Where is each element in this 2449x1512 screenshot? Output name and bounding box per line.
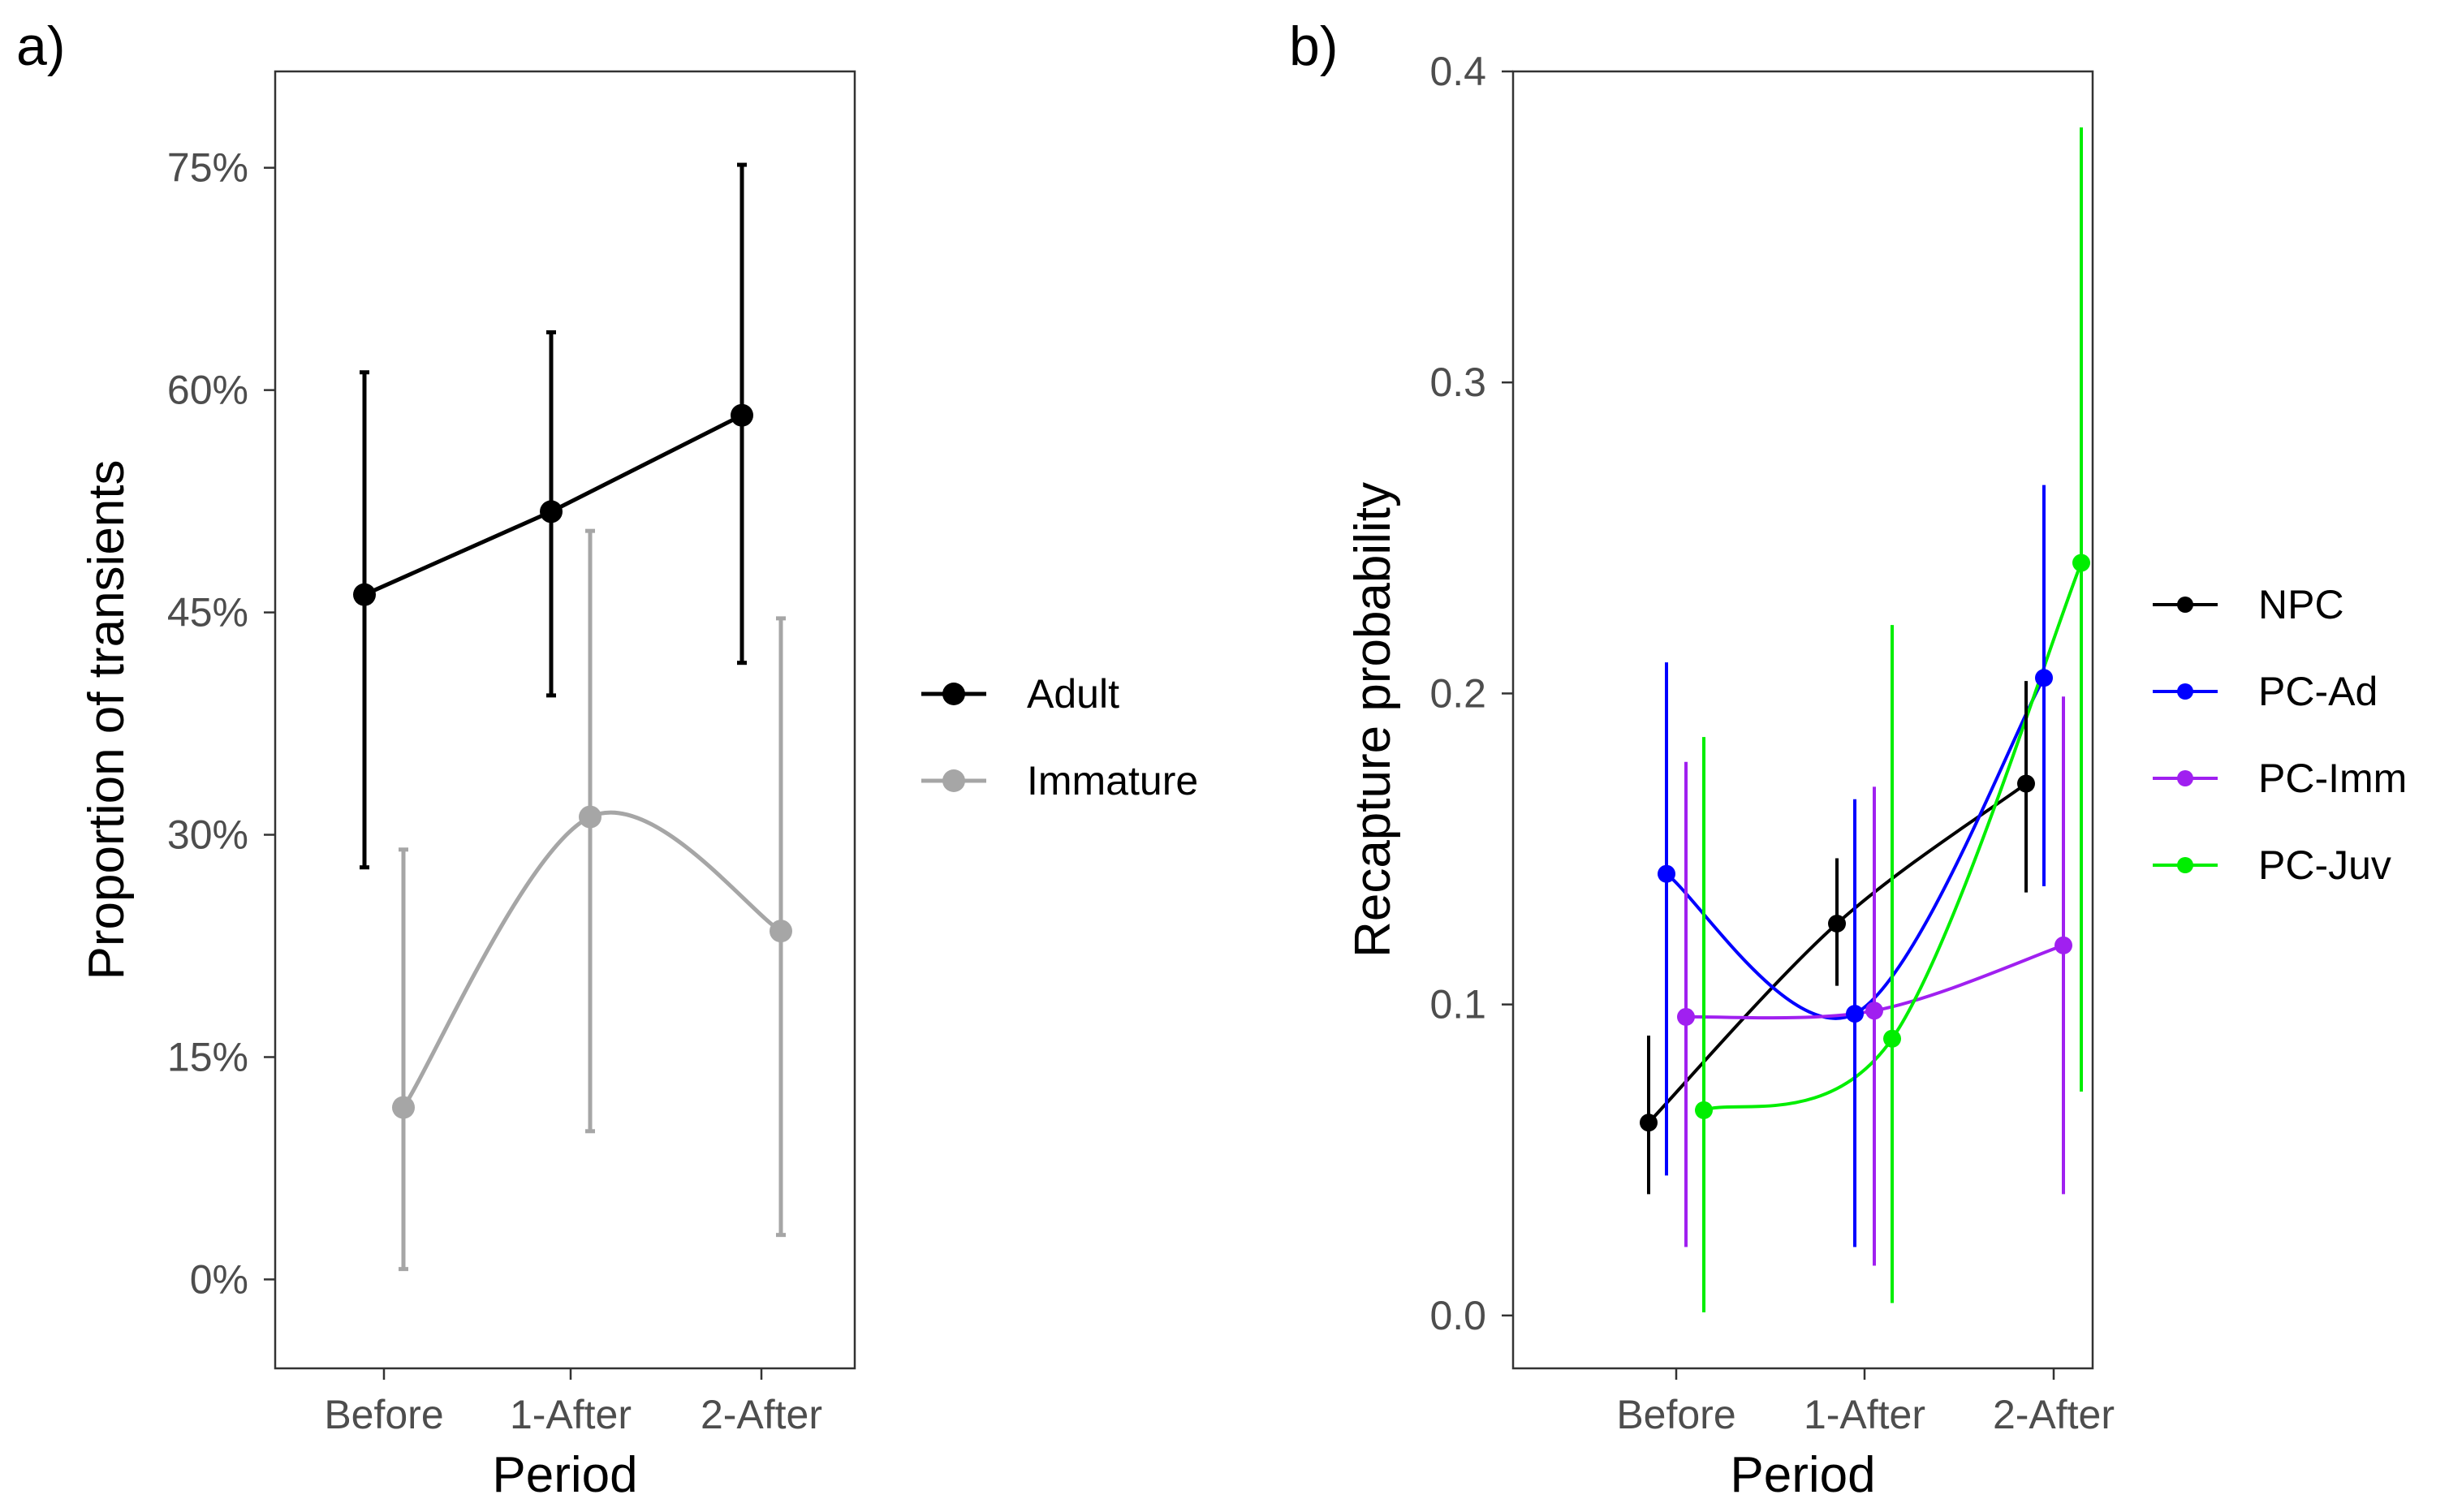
panel-b-y-axis: 0.0 0.1 0.2 0.3 0.4: [1429, 49, 1513, 1338]
panel-a-x-axis-title: Period: [492, 1447, 637, 1503]
data-point-npc: [1640, 1114, 1658, 1132]
legend-label-pc-ad: PC-Ad: [2258, 669, 2378, 714]
data-point-pc-juv: [1883, 1029, 1901, 1048]
data-point-adult: [540, 500, 563, 523]
legend-key-point-adult: [942, 683, 965, 705]
legend-item-pc-juv: PC-Juv: [2153, 842, 2391, 888]
panel-a-points: [353, 403, 792, 1119]
panel-b-ytick-label: 0.1: [1429, 982, 1486, 1027]
panel-a-error-bars: [360, 162, 786, 1272]
panel-a-ytick-label: 15%: [167, 1034, 248, 1079]
panel-b-x-axis-title: Period: [1730, 1447, 1875, 1503]
panel-b-xtick-label: Before: [1616, 1392, 1735, 1437]
legend-label-pc-juv: PC-Juv: [2258, 842, 2391, 888]
panel-a-marks: [353, 162, 792, 1272]
panel-b-xtick-label: 2-After: [1993, 1392, 2115, 1437]
panel-b-points: [1640, 554, 2090, 1132]
legend-key-point-pc-imm: [2177, 770, 2193, 786]
panel-a-ytick-label: 0%: [190, 1256, 248, 1302]
panel-b-ytick-label: 0.0: [1429, 1293, 1486, 1338]
panel-b-ytick-label: 0.4: [1429, 49, 1486, 94]
data-point-pc-imm: [1677, 1007, 1695, 1026]
panel-a-y-axis: 0% 15% 30% 45% 60% 75%: [167, 145, 275, 1302]
panel-b-plot-border: [1511, 70, 2094, 1370]
legend-item-pc-imm: PC-Imm: [2153, 756, 2407, 801]
panel-a-x-axis: Before 1-After 2-After: [324, 1368, 822, 1437]
panel-a-label: a): [16, 15, 65, 77]
panel-a-ytick-label: 75%: [167, 145, 248, 191]
legend-item-adult: Adult: [921, 671, 1119, 717]
data-point-pc-ad: [1658, 864, 1675, 883]
panel-b-y-axis-title: Recapture probability: [1345, 482, 1401, 958]
data-point-pc-imm: [2054, 936, 2072, 954]
panel-a-xtick-label: Before: [324, 1392, 443, 1437]
panel-b-legend: NPC PC-Ad PC-Imm PC-Juv: [2153, 582, 2407, 888]
data-point-immature: [770, 920, 792, 943]
legend-label-immature: Immature: [1027, 758, 1198, 803]
panel-a-lines: [363, 413, 783, 1109]
panel-b-ytick-label: 0.2: [1429, 670, 1486, 716]
panel-b-xtick-label: 1-After: [1804, 1392, 1925, 1437]
panel-a-ytick-label: 45%: [167, 590, 248, 635]
panel-a-xtick-label: 2-After: [701, 1392, 822, 1437]
panel-a-ytick-label: 30%: [167, 812, 248, 858]
data-point-adult: [731, 403, 753, 427]
data-point-immature: [392, 1096, 415, 1119]
data-point-pc-ad: [1846, 1005, 1864, 1023]
panel-b-marks: [1640, 127, 2090, 1313]
legend-item-pc-ad: PC-Ad: [2153, 669, 2378, 714]
panel-b-label: b): [1289, 15, 1338, 77]
panel-b: b) 0.0 0.1 0.2 0.3 0.4 Before 1-After 2-…: [1289, 15, 2407, 1503]
panel-a-xtick-label: 1-After: [510, 1392, 632, 1437]
panel-b-x-axis: Before 1-After 2-After: [1616, 1368, 2115, 1437]
panel-a: a) 0% 15% 30% 45% 60% 75% Before 1-After…: [16, 15, 1198, 1503]
series-line-pc-ad: [1665, 677, 2046, 1020]
legend-label-pc-imm: PC-Imm: [2258, 756, 2407, 801]
panel-a-legend: Adult Immature: [921, 671, 1198, 803]
panel-b-lines: [1647, 562, 2083, 1124]
panel-b-error-bars: [1647, 127, 2083, 1313]
panel-a-ytick-label: 60%: [167, 368, 248, 413]
legend-label-adult: Adult: [1027, 671, 1119, 717]
data-point-pc-imm: [1865, 1002, 1883, 1020]
panel-b-ytick-label: 0.3: [1429, 360, 1486, 405]
data-point-pc-juv: [2072, 554, 2090, 572]
legend-item-immature: Immature: [921, 758, 1198, 803]
data-point-adult: [353, 583, 376, 606]
legend-key-point-immature: [942, 769, 965, 792]
legend-label-npc: NPC: [2258, 582, 2344, 627]
legend-item-npc: NPC: [2153, 582, 2344, 627]
legend-key-point-npc: [2177, 597, 2193, 613]
legend-key-point-pc-juv: [2177, 857, 2193, 873]
panel-a-plot-border: [274, 70, 856, 1370]
legend-key-point-pc-ad: [2177, 683, 2193, 700]
data-point-pc-juv: [1695, 1101, 1713, 1119]
panel-a-y-axis-title: Proportion of transients: [79, 459, 135, 980]
data-point-immature: [579, 805, 601, 829]
data-point-npc: [1828, 915, 1846, 933]
data-point-npc: [2017, 774, 2035, 793]
data-point-pc-ad: [2035, 669, 2053, 687]
